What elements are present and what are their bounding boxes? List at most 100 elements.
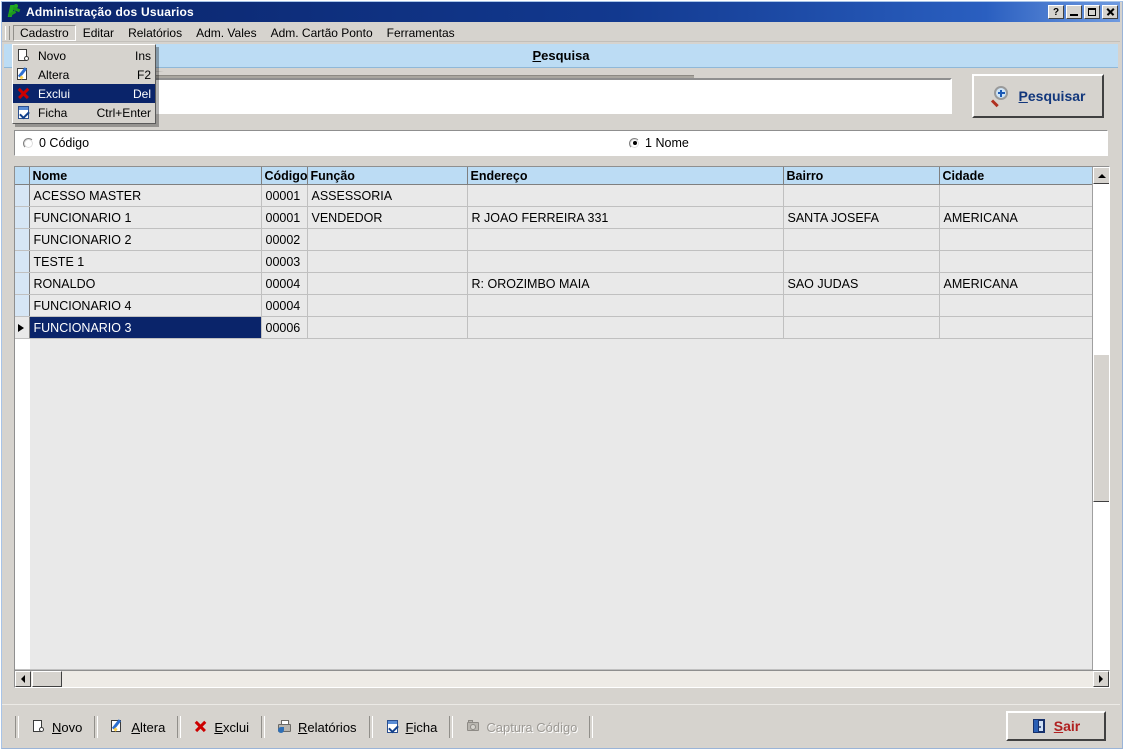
table-row-selected[interactable]: FUNCIONARIO 3 00006 (15, 316, 1094, 339)
table-row[interactable]: FUNCIONARIO 1 00001 VENDEDOR R JOAO FERR… (15, 206, 1094, 229)
edit-pen-icon (16, 66, 32, 83)
cell-codigo[interactable]: 00006 (261, 316, 308, 339)
menu-ferramentas[interactable]: Ferramentas (386, 25, 455, 40)
vertical-scroll-track[interactable] (1093, 184, 1109, 670)
menu-item-exclui[interactable]: Exclui Del (13, 84, 155, 103)
column-header-cidade[interactable]: Cidade (939, 167, 1094, 185)
radio-codigo[interactable]: 0 Código (23, 136, 89, 150)
menu-item-altera[interactable]: Altera F2 (13, 65, 155, 84)
toolbar-novo-button[interactable]: Novo (22, 714, 91, 740)
table-row[interactable]: FUNCIONARIO 2 00002 (15, 228, 1094, 251)
cell-bairro[interactable] (783, 294, 940, 317)
menu-cadastro[interactable]: Cadastro (13, 24, 76, 41)
menu-item-novo[interactable]: Novo Ins (13, 46, 155, 65)
radio-codigo-dot (23, 137, 34, 149)
scroll-right-button[interactable] (1093, 671, 1109, 687)
vertical-scroll-thumb[interactable] (1093, 354, 1109, 502)
column-header-endereco[interactable]: Endereço (467, 167, 784, 185)
menu-item-exclui-shortcut: Del (132, 86, 151, 101)
cell-codigo[interactable]: 00001 (261, 184, 308, 207)
cell-nome[interactable]: FUNCIONARIO 2 (29, 228, 262, 251)
cell-funcao[interactable]: ASSESSORIA (307, 184, 468, 207)
table-row[interactable]: FUNCIONARIO 4 00004 (15, 294, 1094, 317)
cell-nome[interactable]: TESTE 1 (29, 250, 262, 273)
column-header-funcao[interactable]: Função (307, 167, 468, 185)
column-header-codigo[interactable]: Código (261, 167, 308, 185)
bottom-toolbar: Novo Altera Exclui Relatór (2, 704, 1120, 748)
row-gutter (15, 228, 30, 251)
cell-nome[interactable]: ACESSO MASTER (29, 184, 262, 207)
cell-codigo[interactable]: 00003 (261, 250, 308, 273)
toolbar-relatorios-button[interactable]: Relatórios (268, 714, 366, 740)
help-button[interactable] (1048, 5, 1064, 19)
exit-button[interactable]: Sair (1006, 711, 1106, 741)
vertical-scrollbar[interactable] (1092, 167, 1109, 687)
close-button[interactable] (1102, 5, 1118, 19)
cell-funcao[interactable]: VENDEDOR (307, 206, 468, 229)
toolbar-exclui-button[interactable]: Exclui (184, 714, 258, 740)
cell-cidade[interactable] (939, 316, 1094, 339)
menu-adm-vales[interactable]: Adm. Vales (196, 25, 257, 40)
cell-bairro[interactable]: SAO JUDAS (783, 272, 940, 295)
cell-funcao[interactable] (307, 250, 468, 273)
menu-item-ficha[interactable]: Ficha Ctrl+Enter (13, 103, 155, 122)
cell-funcao[interactable] (307, 294, 468, 317)
cell-bairro[interactable] (783, 184, 940, 207)
maximize-button[interactable] (1084, 5, 1100, 19)
cell-endereco[interactable] (467, 250, 784, 273)
minimize-button[interactable] (1066, 5, 1082, 19)
row-indicator-icon (18, 323, 24, 332)
menu-adm-cartao-ponto[interactable]: Adm. Cartão Ponto (270, 25, 373, 40)
cell-endereco[interactable] (467, 184, 784, 207)
horizontal-scroll-track[interactable] (31, 671, 1093, 687)
cell-endereco[interactable] (467, 228, 784, 251)
cell-bairro[interactable] (783, 316, 940, 339)
cell-codigo[interactable]: 00001 (261, 206, 308, 229)
cell-nome[interactable]: FUNCIONARIO 3 (29, 316, 262, 339)
cell-cidade[interactable] (939, 294, 1094, 317)
cell-cidade[interactable]: AMERICANA (939, 272, 1094, 295)
cell-cidade[interactable] (939, 228, 1094, 251)
radio-codigo-label: 0 Código (39, 136, 90, 150)
column-header-nome[interactable]: Nome (29, 167, 262, 185)
menu-item-ficha-shortcut: Ctrl+Enter (96, 105, 151, 120)
cell-endereco[interactable]: R: OROZIMBO MAIA (467, 272, 784, 295)
table-row[interactable]: ACESSO MASTER 00001 ASSESSORIA (15, 184, 1094, 207)
toolbar-buttons: Novo Altera Exclui Relatór (12, 713, 596, 741)
cell-cidade[interactable] (939, 184, 1094, 207)
table-row[interactable]: RONALDO 00004 R: OROZIMBO MAIA SAO JUDAS… (15, 272, 1094, 295)
cell-funcao[interactable] (307, 316, 468, 339)
cell-endereco[interactable] (467, 294, 784, 317)
radio-nome[interactable]: 1 Nome (629, 136, 689, 150)
horizontal-scrollbar[interactable] (14, 670, 1110, 688)
cell-bairro[interactable] (783, 228, 940, 251)
printer-icon (277, 719, 293, 735)
cell-endereco[interactable]: R JOAO FERREIRA 331 (467, 206, 784, 229)
search-button[interactable]: Pesquisar (972, 74, 1104, 118)
cell-endereco[interactable] (467, 316, 784, 339)
menu-item-novo-label: Novo (38, 48, 67, 63)
cell-cidade[interactable] (939, 250, 1094, 273)
cell-cidade[interactable]: AMERICANA (939, 206, 1094, 229)
scroll-up-button[interactable] (1093, 167, 1109, 184)
column-header-bairro[interactable]: Bairro (783, 167, 940, 185)
toolbar-altera-button[interactable]: Altera (101, 714, 174, 740)
cell-codigo[interactable]: 00002 (261, 228, 308, 251)
table-row[interactable]: TESTE 1 00003 (15, 250, 1094, 273)
cell-nome[interactable]: FUNCIONARIO 1 (29, 206, 262, 229)
cell-funcao[interactable] (307, 228, 468, 251)
toolbar-ficha-button[interactable]: Ficha (376, 714, 447, 740)
cell-nome[interactable]: FUNCIONARIO 4 (29, 294, 262, 317)
edit-pen-icon (110, 719, 126, 735)
cell-bairro[interactable] (783, 250, 940, 273)
menu-relatorios[interactable]: Relatórios (128, 25, 183, 40)
cell-nome[interactable]: RONALDO (29, 272, 262, 295)
horizontal-scroll-thumb[interactable] (32, 671, 62, 687)
cell-bairro[interactable]: SANTA JOSEFA (783, 206, 940, 229)
cell-codigo[interactable]: 00004 (261, 294, 308, 317)
cell-codigo[interactable]: 00004 (261, 272, 308, 295)
cell-funcao[interactable] (307, 272, 468, 295)
scroll-left-button[interactable] (15, 671, 31, 687)
menu-editar[interactable]: Editar (82, 25, 115, 40)
